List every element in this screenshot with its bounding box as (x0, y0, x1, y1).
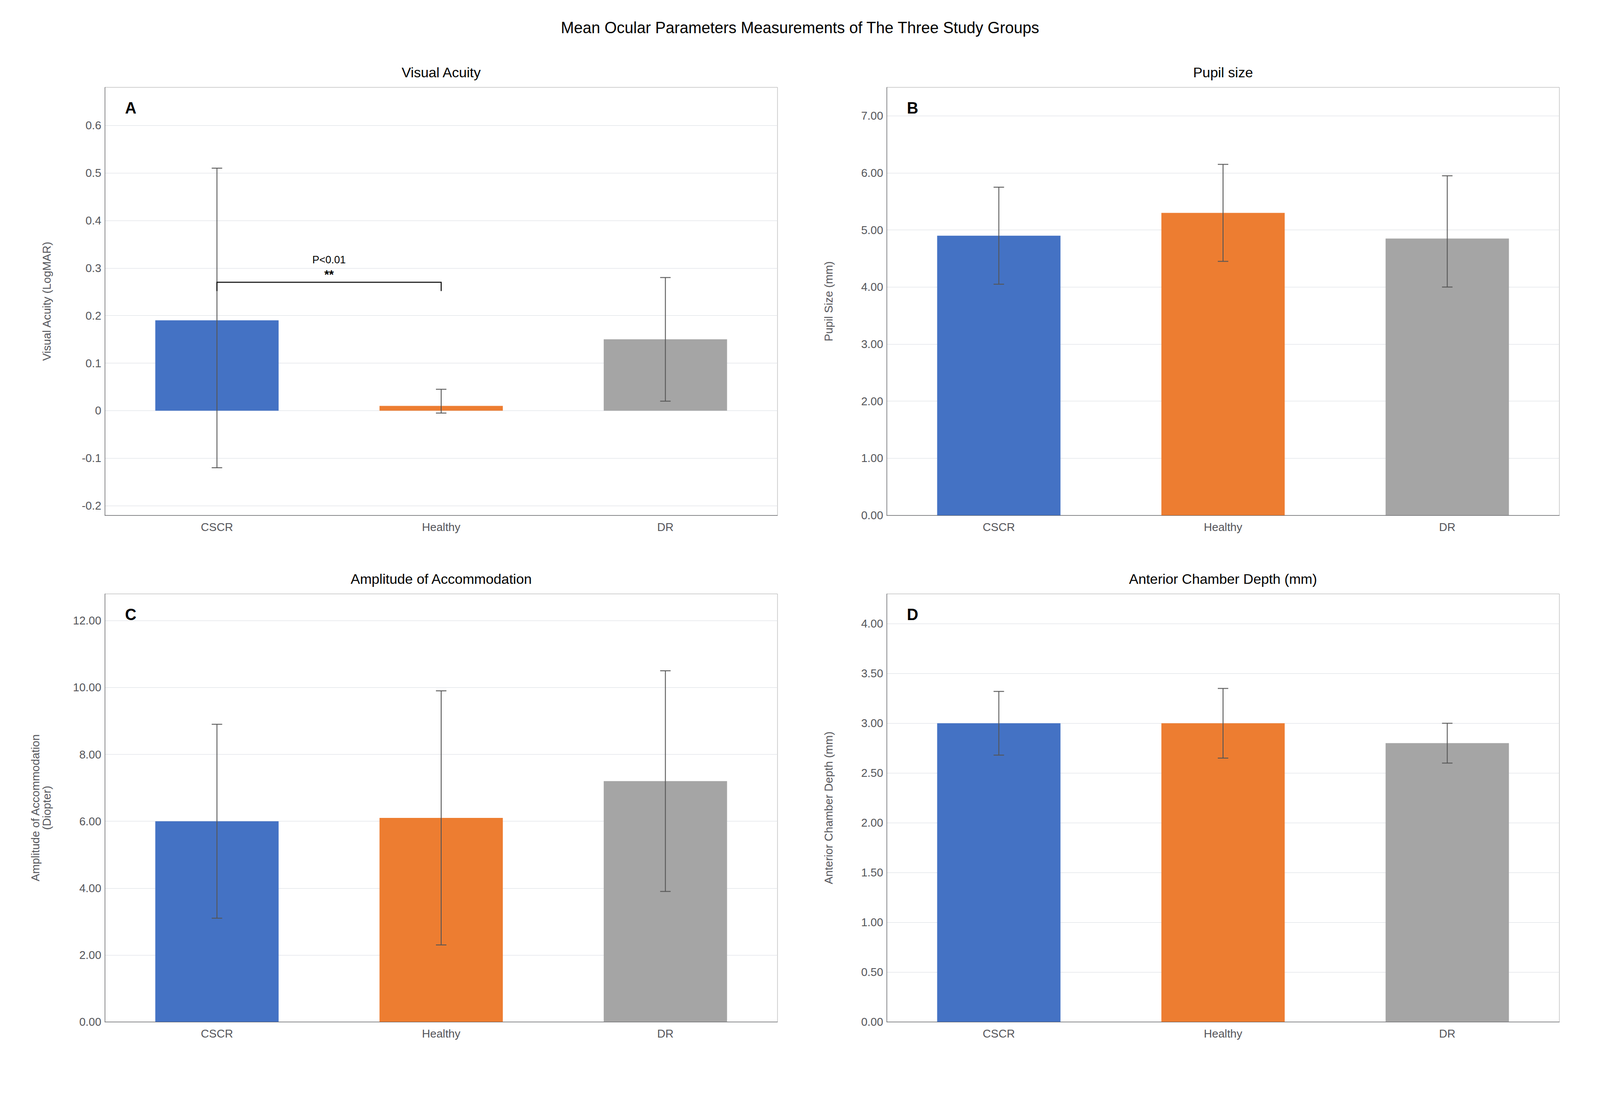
svg-text:Visual Acuity (LogMAR): Visual Acuity (LogMAR) (40, 241, 54, 362)
svg-text:1.00: 1.00 (860, 451, 884, 465)
svg-text:Anterior Chamber Depth (mm): Anterior Chamber Depth (mm) (1129, 571, 1317, 588)
svg-text:0.3: 0.3 (85, 261, 102, 275)
svg-text:0.6: 0.6 (85, 118, 102, 132)
svg-text:Amplitude of Accommodation: Amplitude of Accommodation (350, 571, 532, 588)
svg-text:CSCR: CSCR (200, 520, 234, 534)
svg-text:3.00: 3.00 (860, 716, 884, 730)
svg-text:5.00: 5.00 (860, 223, 884, 237)
svg-text:2.00: 2.00 (860, 394, 884, 408)
svg-text:C: C (124, 605, 137, 624)
svg-text:6.00: 6.00 (860, 166, 884, 180)
svg-text:7.00: 7.00 (860, 109, 884, 123)
svg-text:6.00: 6.00 (79, 815, 102, 829)
svg-text:4.00: 4.00 (860, 280, 884, 294)
svg-text:8.00: 8.00 (79, 748, 102, 762)
svg-text:Mean Ocular Parameters Measure: Mean Ocular Parameters Measurements of T… (560, 18, 1040, 37)
svg-text:3.00: 3.00 (860, 337, 884, 351)
svg-text:-0.1: -0.1 (81, 451, 102, 465)
svg-text:DR: DR (657, 520, 674, 534)
svg-text:2.50: 2.50 (860, 766, 884, 780)
svg-text:0.00: 0.00 (860, 1015, 884, 1029)
svg-text:0.2: 0.2 (85, 309, 102, 323)
svg-text:Pupil Size (mm): Pupil Size (mm) (822, 261, 836, 342)
svg-text:DR: DR (1439, 520, 1456, 534)
svg-text:10.00: 10.00 (72, 680, 102, 695)
svg-text:A: A (124, 99, 137, 118)
svg-text:Healthy: Healthy (421, 520, 461, 534)
svg-text:**: ** (324, 267, 334, 282)
svg-text:3.50: 3.50 (860, 666, 884, 681)
svg-text:2.00: 2.00 (79, 948, 102, 962)
svg-text:0.00: 0.00 (79, 1015, 102, 1029)
svg-text:DR: DR (657, 1027, 674, 1041)
svg-text:-0.2: -0.2 (81, 499, 102, 513)
svg-text:1.50: 1.50 (860, 866, 884, 880)
svg-text:0.4: 0.4 (85, 214, 102, 228)
svg-text:0.00: 0.00 (860, 508, 884, 522)
svg-text:12.00: 12.00 (72, 614, 102, 628)
svg-text:Amplitude of Accommodation: Amplitude of Accommodation (28, 734, 42, 882)
svg-text:P<0.01: P<0.01 (312, 253, 346, 266)
svg-text:Anterior Chamber Depth (mm): Anterior Chamber Depth (mm) (822, 731, 836, 885)
svg-text:Healthy: Healthy (421, 1027, 461, 1041)
svg-text:CSCR: CSCR (982, 520, 1016, 534)
svg-text:4.00: 4.00 (860, 617, 884, 631)
svg-text:D: D (906, 605, 919, 624)
svg-text:0.50: 0.50 (860, 965, 884, 979)
svg-text:DR: DR (1439, 1027, 1456, 1041)
svg-text:B: B (906, 99, 919, 118)
svg-text:0.5: 0.5 (85, 166, 102, 180)
svg-text:Visual Acuity: Visual Acuity (401, 64, 481, 81)
svg-text:1.00: 1.00 (860, 915, 884, 930)
svg-text:Healthy: Healthy (1203, 520, 1243, 534)
svg-text:CSCR: CSCR (200, 1027, 234, 1041)
svg-text:2.00: 2.00 (860, 816, 884, 830)
svg-text:0.1: 0.1 (85, 356, 102, 370)
svg-text:CSCR: CSCR (982, 1027, 1016, 1041)
svg-text:0: 0 (95, 404, 102, 418)
svg-text:Pupil size: Pupil size (1193, 64, 1254, 81)
svg-text:Healthy: Healthy (1203, 1027, 1243, 1041)
svg-text:4.00: 4.00 (79, 881, 102, 896)
svg-text:(Diopter): (Diopter) (40, 785, 54, 830)
